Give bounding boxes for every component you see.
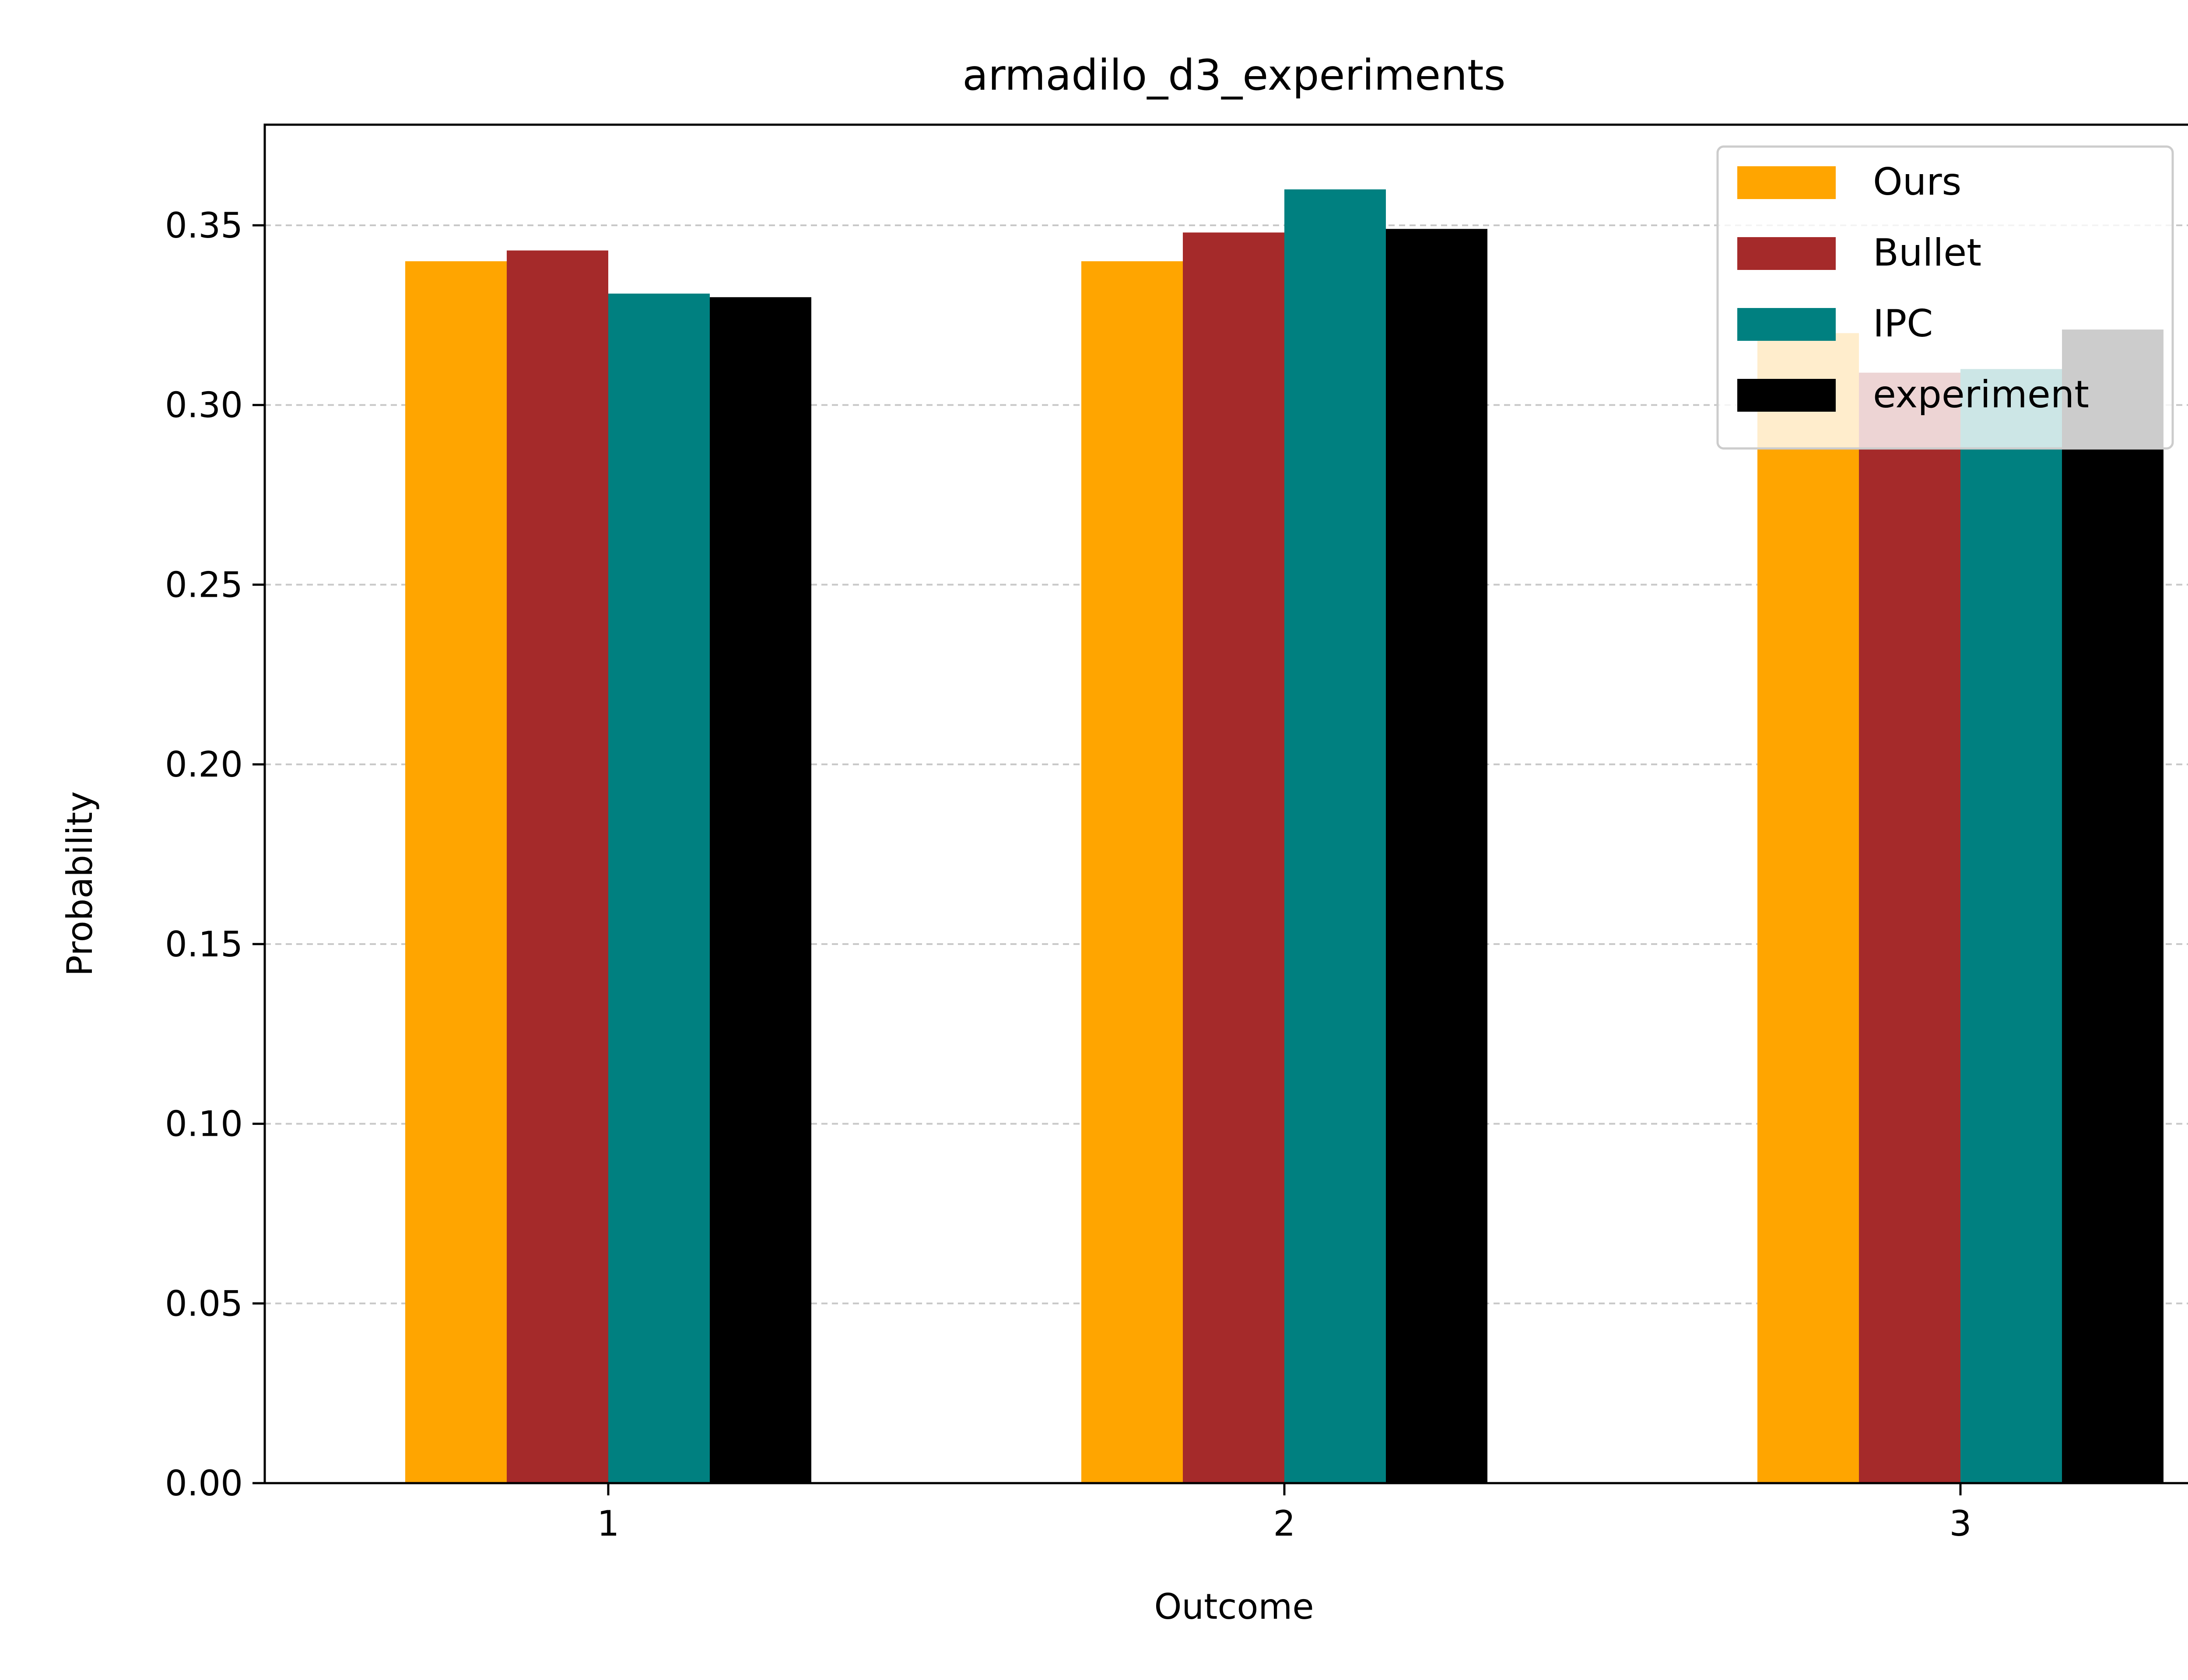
bar-experiment-3 (2062, 329, 2163, 1483)
y-tick-label: 0.20 (165, 744, 243, 785)
y-tick-label: 0.10 (165, 1104, 243, 1144)
x-tick-label: 1 (597, 1503, 620, 1544)
chart-title: armadilo_d3_experiments (962, 51, 1505, 100)
legend-label-bullet: Bullet (1873, 231, 1981, 275)
legend-label-ours: Ours (1873, 160, 1961, 204)
y-tick-label: 0.00 (165, 1463, 243, 1504)
legend-swatch-ipc (1737, 308, 1836, 341)
x-tick-label: 3 (1950, 1503, 1972, 1544)
legend-swatch-bullet (1737, 237, 1836, 270)
legend-swatch-experiment (1737, 379, 1836, 412)
x-axis-label: Outcome (1154, 1586, 1314, 1627)
y-tick-label: 0.05 (165, 1283, 243, 1324)
bar-ours-3 (1757, 333, 1859, 1483)
bar-experiment-2 (1386, 229, 1487, 1483)
y-tick-label: 0.30 (165, 385, 243, 426)
bar-experiment-1 (710, 297, 811, 1484)
legend-box (1716, 145, 2174, 450)
y-axis-label: Probability (60, 791, 100, 976)
legend-label-experiment: experiment (1873, 373, 2089, 416)
axes-layer: 0.00 0.05 0.10 0.15 0.20 0.25 0.30 0.35 1 2 3 (165, 123, 2188, 1544)
bar-ours-1 (405, 261, 507, 1484)
y-tick-label: 0.15 (165, 924, 243, 965)
bar-ipc-3 (1960, 369, 2062, 1484)
bar-ipc-1 (608, 294, 710, 1484)
bars-layer (405, 189, 2163, 1484)
bar-ipc-2 (1284, 189, 1386, 1483)
bar-bullet-2 (1183, 232, 1284, 1483)
x-tick-label: 2 (1273, 1503, 1296, 1544)
y-tick-label: 0.35 (165, 205, 243, 246)
y-tick-label: 0.25 (165, 564, 243, 605)
legend-label-ipc: IPC (1873, 302, 1933, 346)
bar-bullet-1 (507, 250, 608, 1483)
legend: Ours Bullet IPC experiment (1716, 145, 2174, 450)
bar-ours-2 (1081, 261, 1183, 1484)
bar-bullet-3 (1859, 372, 1960, 1484)
legend-swatch-ours (1737, 166, 1836, 199)
plot-frame (263, 123, 2188, 1484)
